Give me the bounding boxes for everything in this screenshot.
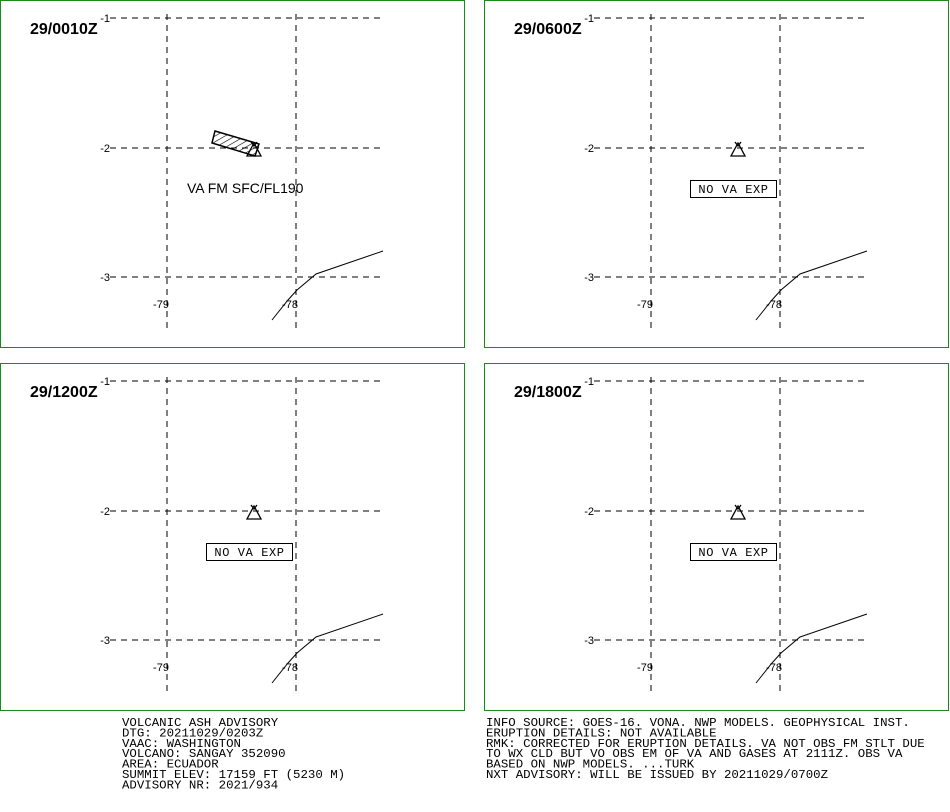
remark-line: NXT ADVISORY: WILL BE ISSUED BY 20211029… (486, 768, 828, 782)
valid-time: 29/1800Z (514, 384, 582, 401)
volcano-symbol (729, 504, 747, 520)
remark-line: TO WX CLD BUT VO OBS EM OF VA AND GASES … (486, 747, 903, 761)
label-box (206, 543, 293, 561)
advisory-line: SUMMIT ELEV: 17159 FT (5230 M) (122, 768, 345, 782)
longitude-label: -79 (153, 662, 169, 674)
volcano-symbol (245, 504, 263, 520)
latitude-label: -1 (584, 13, 594, 25)
coastline (755, 250, 868, 321)
valid-time: 29/0600Z (514, 21, 582, 38)
latitude-label: -2 (584, 506, 594, 518)
latitude-label: -3 (584, 272, 594, 284)
latitude-label: -2 (100, 506, 110, 518)
label-box (690, 543, 777, 561)
advisory-line: VAAC: WASHINGTON (122, 737, 241, 751)
latitude-label: -3 (100, 635, 110, 647)
remark-line: RMK: CORRECTED FOR ERUPTION DETAILS. VA … (486, 737, 925, 751)
panel-border (0, 0, 465, 348)
remark-line: ERUPTION DETAILS: NOT AVAILABLE (486, 726, 717, 740)
coastline (271, 613, 384, 684)
longitude-label: -79 (637, 662, 653, 674)
latitude-label: -1 (584, 376, 594, 388)
longitude-label: -79 (153, 299, 169, 311)
panel-border (484, 0, 949, 348)
latitude-label: -1 (100, 376, 110, 388)
advisory-line: DTG: 20211029/0203Z (122, 726, 263, 740)
valid-time: 29/1200Z (30, 384, 98, 401)
remark-line: INFO SOURCE: GOES-16. VONA. NWP MODELS. … (486, 716, 910, 730)
latitude-label: -2 (100, 143, 110, 155)
advisory-line: ADVISORY NR: 2021/934 (122, 778, 278, 792)
advisory-line: AREA: ECUADOR (122, 758, 219, 772)
coastline (271, 250, 384, 321)
latitude-label: -1 (100, 13, 110, 25)
status-label: NO VA EXP (698, 546, 768, 560)
status-label: NO VA EXP (214, 546, 284, 560)
advisory-line: VOLCANO: SANGAY 352090 (122, 747, 286, 761)
latitude-label: -3 (100, 272, 110, 284)
advisory-line: VOLCANIC ASH ADVISORY (122, 716, 279, 730)
volcano-symbol (729, 141, 747, 157)
longitude-label: -79 (637, 299, 653, 311)
valid-time: 29/0010Z (30, 21, 98, 38)
latitude-label: -3 (584, 635, 594, 647)
panel-border (484, 363, 949, 711)
ash-label: VA FM SFC/FL190 (187, 180, 304, 196)
latitude-label: -2 (584, 143, 594, 155)
volcano-symbol (245, 141, 263, 157)
remark-line: BASED ON NWP MODELS. ...TURK (486, 758, 695, 772)
label-box (690, 180, 777, 198)
panel-border (0, 363, 465, 711)
coastline (755, 613, 868, 684)
status-label: NO VA EXP (698, 183, 768, 197)
